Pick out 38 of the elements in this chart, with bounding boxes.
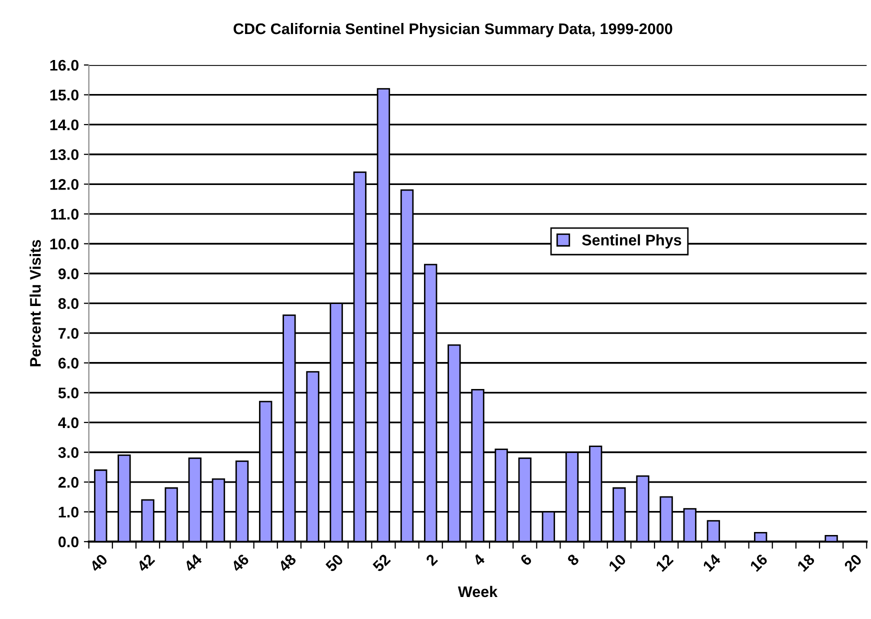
x-tick-label: 18 xyxy=(796,553,816,572)
y-tick-label: 0.0 xyxy=(58,536,78,548)
y-tick-label: 2.0 xyxy=(58,476,78,488)
chart-title: CDC California Sentinel Physician Summary Data, 1999-2000 xyxy=(234,22,672,38)
x-tick-label: 10 xyxy=(608,553,627,572)
x-tick-label: 48 xyxy=(278,553,297,573)
y-tick-label: 1.0 xyxy=(58,506,78,518)
x-tick-label: 14 xyxy=(702,553,722,572)
y-tick-label: 11.0 xyxy=(51,208,78,220)
x-tick-label: 50 xyxy=(324,553,344,572)
x-tick-label: 6 xyxy=(520,553,532,566)
x-tick-label: 4 xyxy=(472,553,486,566)
y-tick-label: 8.0 xyxy=(58,298,78,309)
y-tick-label: 13.0 xyxy=(50,149,78,160)
y-tick-label: 10.0 xyxy=(50,238,78,250)
legend-label: Sentinel Phys xyxy=(582,234,682,249)
x-tick-label: 20 xyxy=(844,553,862,572)
x-tick-label: 8 xyxy=(566,553,580,566)
x-tick-label: 12 xyxy=(655,553,674,572)
x-tick-label: 40 xyxy=(89,553,108,573)
y-tick-label: 3.0 xyxy=(58,447,78,458)
y-tick-label: 16.0 xyxy=(50,60,78,71)
x-axis-title: Week xyxy=(458,586,498,598)
y-tick-label: 15.0 xyxy=(50,90,78,100)
y-tick-label: 5.0 xyxy=(58,388,78,398)
x-tick-label: 16 xyxy=(750,553,768,572)
x-tick-label: 2 xyxy=(425,553,438,566)
y-tick-label: 12.0 xyxy=(50,179,78,190)
y-tick-label: 9.0 xyxy=(58,268,78,280)
y-tick-label: 14.0 xyxy=(50,119,78,130)
y-tick-label: 7.0 xyxy=(58,328,78,339)
x-tick-label: 46 xyxy=(230,553,250,573)
y-tick-label: 4.0 xyxy=(58,417,78,428)
x-tick-label: 44 xyxy=(183,553,203,572)
x-tick-label: 42 xyxy=(136,553,156,572)
y-tick-label: 6.0 xyxy=(58,358,78,369)
y-axis-title: Percent Flu Visits xyxy=(30,240,41,366)
x-tick-label: 52 xyxy=(372,553,391,572)
